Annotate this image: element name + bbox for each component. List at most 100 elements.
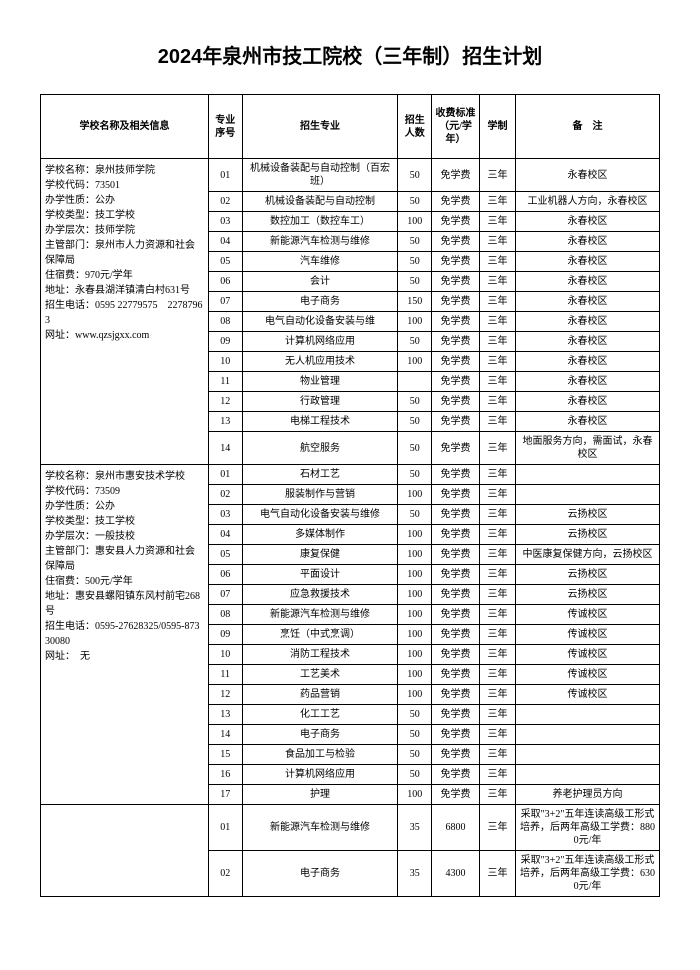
cell-system: 三年 [480, 412, 516, 432]
table-row: 学校名称：泉州市惠安技术学校学校代码：73509办学性质：公办学校类型：技工学校… [41, 465, 660, 485]
cell-seq: 07 [208, 585, 242, 605]
cell-remark [516, 765, 660, 785]
cell-count: 50 [398, 705, 432, 725]
cell-major: 物业管理 [242, 372, 398, 392]
cell-fee: 免学费 [432, 192, 480, 212]
cell-remark: 传诚校区 [516, 645, 660, 665]
cell-seq: 01 [208, 465, 242, 485]
cell-major: 康复保健 [242, 545, 398, 565]
cell-fee: 免学费 [432, 332, 480, 352]
cell-seq: 01 [208, 805, 242, 851]
cell-seq: 06 [208, 272, 242, 292]
cell-seq: 12 [208, 685, 242, 705]
cell-count: 35 [398, 805, 432, 851]
cell-major: 航空服务 [242, 432, 398, 465]
cell-major: 护理 [242, 785, 398, 805]
cell-fee: 免学费 [432, 725, 480, 745]
cell-seq: 02 [208, 192, 242, 212]
cell-count: 100 [398, 585, 432, 605]
cell-system: 三年 [480, 665, 516, 685]
cell-seq: 08 [208, 605, 242, 625]
cell-fee: 免学费 [432, 765, 480, 785]
cell-remark: 云扬校区 [516, 525, 660, 545]
cell-fee: 免学费 [432, 525, 480, 545]
table-body: 学校名称：泉州技师学院学校代码：73501办学性质：公办学校类型：技工学校办学层… [41, 159, 660, 897]
cell-count: 100 [398, 605, 432, 625]
cell-count: 100 [398, 545, 432, 565]
cell-seq: 07 [208, 292, 242, 312]
cell-system: 三年 [480, 192, 516, 212]
cell-system: 三年 [480, 312, 516, 332]
cell-count: 50 [398, 232, 432, 252]
cell-system: 三年 [480, 159, 516, 192]
cell-seq: 13 [208, 705, 242, 725]
cell-count: 50 [398, 192, 432, 212]
cell-count: 100 [398, 625, 432, 645]
cell-major: 计算机网络应用 [242, 332, 398, 352]
cell-system: 三年 [480, 505, 516, 525]
cell-major: 机械设备装配与自动控制（百宏班） [242, 159, 398, 192]
cell-remark: 云扬校区 [516, 565, 660, 585]
cell-count: 50 [398, 272, 432, 292]
cell-system: 三年 [480, 212, 516, 232]
cell-seq: 03 [208, 212, 242, 232]
cell-fee: 免学费 [432, 312, 480, 332]
cell-major: 新能源汽车检测与维修 [242, 232, 398, 252]
cell-remark [516, 485, 660, 505]
cell-system: 三年 [480, 725, 516, 745]
cell-remark [516, 725, 660, 745]
cell-seq: 05 [208, 252, 242, 272]
cell-count: 100 [398, 312, 432, 332]
cell-remark: 永春校区 [516, 232, 660, 252]
cell-fee: 免学费 [432, 212, 480, 232]
cell-remark [516, 745, 660, 765]
cell-system: 三年 [480, 272, 516, 292]
cell-fee: 免学费 [432, 505, 480, 525]
cell-major: 消防工程技术 [242, 645, 398, 665]
cell-fee: 免学费 [432, 432, 480, 465]
header-system: 学制 [480, 95, 516, 159]
cell-seq: 17 [208, 785, 242, 805]
cell-seq: 15 [208, 745, 242, 765]
cell-count: 100 [398, 352, 432, 372]
cell-seq: 14 [208, 432, 242, 465]
cell-fee: 免学费 [432, 159, 480, 192]
cell-seq: 11 [208, 372, 242, 392]
cell-count: 100 [398, 485, 432, 505]
school-info-cell [41, 805, 209, 897]
cell-remark: 永春校区 [516, 292, 660, 312]
cell-remark: 永春校区 [516, 252, 660, 272]
cell-count: 50 [398, 465, 432, 485]
cell-system: 三年 [480, 765, 516, 785]
cell-major: 工艺美术 [242, 665, 398, 685]
cell-major: 电子商务 [242, 292, 398, 312]
cell-system: 三年 [480, 292, 516, 312]
cell-system: 三年 [480, 565, 516, 585]
cell-fee: 免学费 [432, 392, 480, 412]
cell-seq: 10 [208, 645, 242, 665]
cell-remark: 永春校区 [516, 352, 660, 372]
cell-major: 电子商务 [242, 851, 398, 897]
cell-count: 50 [398, 392, 432, 412]
cell-fee: 免学费 [432, 665, 480, 685]
cell-seq: 02 [208, 851, 242, 897]
cell-major: 电气自动化设备安装与维修 [242, 505, 398, 525]
cell-remark [516, 705, 660, 725]
cell-remark: 永春校区 [516, 312, 660, 332]
cell-remark: 永春校区 [516, 212, 660, 232]
cell-seq: 01 [208, 159, 242, 192]
cell-count: 100 [398, 785, 432, 805]
cell-remark: 永春校区 [516, 372, 660, 392]
cell-system: 三年 [480, 432, 516, 465]
cell-major: 电梯工程技术 [242, 412, 398, 432]
table-row: 学校名称：泉州技师学院学校代码：73501办学性质：公办学校类型：技工学校办学层… [41, 159, 660, 192]
cell-count [398, 372, 432, 392]
cell-count: 100 [398, 212, 432, 232]
enrollment-table: 学校名称及相关信息 专业序号 招生专业 招生人数 收费标准（元/学年） 学制 备… [40, 94, 660, 897]
cell-remark: 传诚校区 [516, 685, 660, 705]
cell-fee: 免学费 [432, 485, 480, 505]
cell-seq: 14 [208, 725, 242, 745]
cell-seq: 16 [208, 765, 242, 785]
header-info: 学校名称及相关信息 [41, 95, 209, 159]
cell-count: 50 [398, 725, 432, 745]
